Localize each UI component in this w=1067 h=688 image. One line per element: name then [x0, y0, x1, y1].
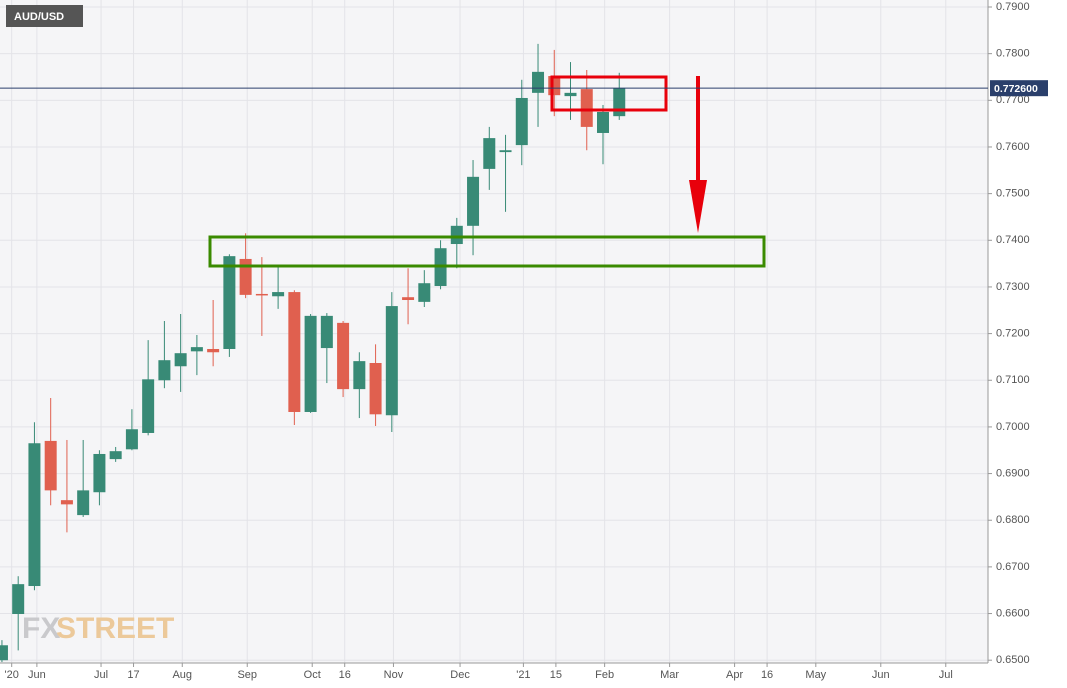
x-tick-label: 15 — [550, 669, 562, 681]
candle-body — [369, 362, 382, 415]
candle-body — [12, 584, 25, 615]
candle-body — [580, 89, 593, 127]
candle-body — [337, 322, 350, 390]
candle-body — [60, 500, 73, 505]
y-tick-label: 0.7300 — [996, 281, 1030, 293]
candle-body — [255, 293, 268, 296]
candle-body — [450, 225, 463, 245]
y-tick-label: 0.7500 — [996, 188, 1030, 200]
x-tick-label: Apr — [726, 669, 743, 681]
candle-body — [483, 138, 496, 169]
y-tick-label: 0.7800 — [996, 48, 1030, 60]
candle-body — [288, 292, 301, 412]
candle-body — [402, 297, 415, 301]
y-tick-label: 0.6700 — [996, 561, 1030, 573]
candle-body — [353, 361, 366, 390]
candle-body — [597, 111, 610, 133]
candles — [0, 43, 626, 663]
x-tick-label: May — [805, 669, 826, 681]
last-price-label: 0.772600 — [994, 83, 1038, 95]
annotation-box — [550, 75, 668, 112]
candle-body — [28, 443, 41, 587]
y-tick-label: 0.6900 — [996, 467, 1030, 479]
x-tick-label: Jun — [872, 669, 890, 681]
x-tick-label: Dec — [450, 669, 470, 681]
x-tick-label: Oct — [304, 669, 321, 681]
candle-body — [0, 645, 8, 661]
candle-body — [125, 429, 138, 450]
title-box — [6, 5, 83, 27]
y-tick-label: 0.7400 — [996, 234, 1030, 246]
candle-body — [564, 92, 577, 97]
x-tick-label: 16 — [761, 669, 773, 681]
x-tick-label: Aug — [172, 669, 192, 681]
x-tick-label: Feb — [595, 669, 614, 681]
candle-body — [467, 176, 480, 226]
candle-body — [93, 453, 106, 493]
x-tick-label: 17 — [127, 669, 139, 681]
candle-body — [190, 347, 203, 352]
candle-body — [418, 283, 431, 302]
candle-body — [223, 256, 236, 349]
y-tick-label: 0.7600 — [996, 141, 1030, 153]
candle-body — [515, 97, 528, 146]
plot-area — [0, 0, 988, 663]
annotation-arrow-head — [689, 180, 707, 233]
watermark-fx: FX — [22, 612, 60, 645]
x-tick-label: '21 — [516, 669, 530, 681]
x-tick-label: Mar — [660, 669, 679, 681]
candle-body — [613, 88, 626, 117]
x-tick-label: 16 — [339, 669, 351, 681]
y-tick-label: 0.7000 — [996, 421, 1030, 433]
x-tick-label: Jun — [28, 669, 46, 681]
candle-body — [499, 150, 512, 153]
candle-body — [142, 379, 155, 433]
x-tick-label: Nov — [384, 669, 404, 681]
watermark-street: STREET — [56, 612, 174, 645]
candle-body — [207, 348, 220, 353]
candle-body — [304, 315, 317, 412]
x-tick-label: Jul — [939, 669, 953, 681]
grid — [0, 0, 988, 663]
candle-body — [272, 292, 285, 297]
y-tick-label: 0.7100 — [996, 374, 1030, 386]
candle-body — [77, 490, 90, 516]
chart-title: AUD/USD — [14, 11, 64, 23]
x-tick-label: '20 — [5, 669, 19, 681]
candle-body — [158, 360, 171, 381]
candle-body — [239, 258, 252, 295]
annotation-box — [208, 235, 766, 268]
candle-body — [532, 71, 545, 93]
y-tick-label: 0.7900 — [996, 1, 1030, 13]
candle-body — [109, 451, 122, 460]
candle-body — [174, 353, 187, 367]
y-tick-label: 0.6500 — [996, 654, 1030, 666]
candle-body — [320, 315, 333, 349]
x-tick-label: Sep — [237, 669, 257, 681]
candle-body — [548, 76, 561, 96]
last-price-tag — [990, 80, 1048, 97]
y-tick-label: 0.7200 — [996, 328, 1030, 340]
x-tick-label: Jul — [94, 669, 108, 681]
candle-body — [44, 440, 57, 491]
candle-body — [385, 306, 398, 416]
y-tick-label: 0.7700 — [996, 94, 1030, 106]
y-tick-label: 0.6800 — [996, 514, 1030, 526]
y-tick-label: 0.6600 — [996, 607, 1030, 619]
